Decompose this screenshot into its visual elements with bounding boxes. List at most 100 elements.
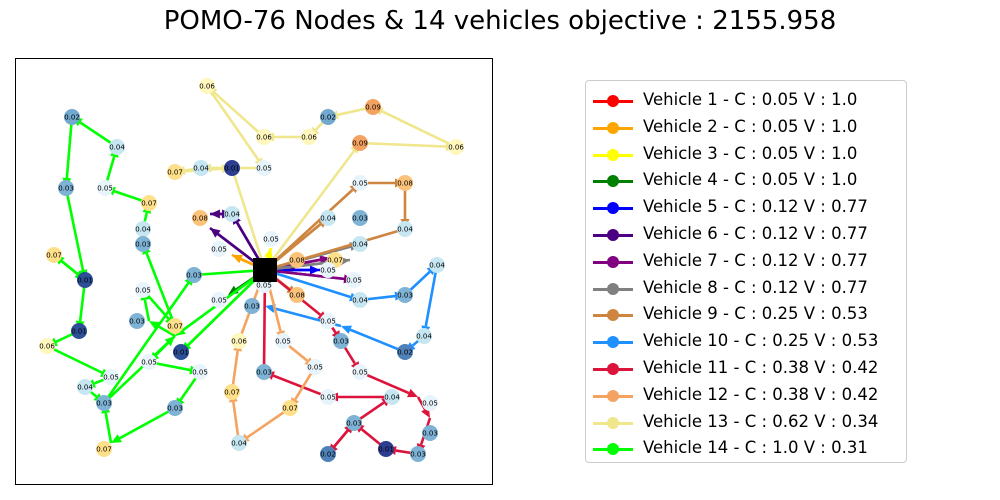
legend-label: Vehicle 6 - C : 0.12 V : 0.77 (643, 224, 868, 243)
legend-entry: Vehicle 2 - C : 0.05 V : 1.0 (586, 114, 906, 140)
node-marker (231, 435, 247, 451)
node-demand-label: 0.05 (346, 277, 362, 285)
legend-label: Vehicle 8 - C : 0.12 V : 0.77 (643, 277, 868, 297)
node-demand-label: 0.01 (378, 446, 394, 454)
node-demand-label: 0.05 (103, 374, 119, 382)
node-demand-label: 0.05 (97, 185, 113, 193)
customer-node: 0.05 (352, 364, 368, 380)
node-demand-label: 0.06 (256, 134, 272, 142)
customer-node: 0.03 (410, 446, 426, 462)
legend-entry: Vehicle 5 - C : 0.12 V : 0.77 (586, 194, 906, 220)
customer-node: 0.02 (320, 446, 336, 462)
legend-dot-swatch (607, 443, 619, 456)
node-demand-label: 0.03 (410, 451, 426, 459)
node-marker (199, 78, 215, 94)
node-demand-label: 0.05 (352, 369, 368, 377)
node-demand-label: 0.04 (193, 165, 209, 173)
node-marker (224, 206, 240, 222)
node-marker (224, 384, 240, 400)
node-demand-label: 0.06 (39, 343, 55, 351)
node-demand-label: 0.08 (289, 257, 305, 265)
legend-label: Vehicle 2 - C : 0.05 V : 1.0 (643, 116, 858, 136)
node-demand-label: 0.03 (333, 338, 349, 346)
node-marker (346, 415, 362, 431)
customer-node: 0.06 (448, 139, 464, 155)
route-arrowhead (111, 434, 122, 443)
route-segment (103, 341, 169, 404)
customer-node: 0.02 (320, 109, 336, 125)
node-marker (333, 333, 349, 349)
customer-node: 0.05 (103, 369, 119, 385)
node-demand-label: 0.03 (256, 369, 272, 377)
route-segment (359, 370, 410, 395)
customer-node: 0.04 (77, 379, 93, 395)
customer-node: 0.01 (378, 441, 394, 457)
route-segment (262, 279, 267, 373)
node-marker (39, 338, 55, 354)
route-segment (104, 412, 113, 444)
node-demand-label: 0.08 (289, 292, 305, 300)
node-demand-label: 0.04 (231, 440, 247, 448)
node-marker (244, 298, 260, 314)
route-arrowhead (149, 321, 160, 330)
customer-node: 0.04 (397, 221, 413, 237)
customer-node: 0.04 (109, 139, 125, 155)
node-demand-label: 0.04 (352, 297, 368, 305)
customer-node: 0.04 (135, 221, 151, 237)
node-marker (64, 109, 80, 125)
customer-node: 0.09 (352, 135, 368, 151)
customer-node: 0.03 (346, 415, 362, 431)
customer-node: 0.07 (224, 384, 240, 400)
route-segment (272, 374, 329, 399)
route-segment (424, 264, 439, 327)
customer-node: 0.05 (211, 292, 227, 308)
customer-node: 0.05 (346, 272, 362, 288)
customer-node: 0.07 (141, 195, 157, 211)
legend-label: Vehicle 4 - C : 0.05 V : 1.0 (643, 170, 858, 190)
customer-node: 0.03 (135, 236, 151, 252)
legend-dot-swatch (607, 336, 619, 349)
chart-title: POMO-76 Nodes & 14 vehicles objective : … (163, 6, 837, 36)
node-marker (320, 389, 336, 405)
node-demand-label: 0.08 (397, 180, 413, 188)
node-marker (289, 287, 305, 303)
node-demand-label: 0.06 (231, 338, 247, 346)
node-marker (256, 129, 272, 145)
customer-node: 0.05 (422, 395, 438, 411)
customer-node: 0.05 (256, 160, 272, 176)
route-segment (102, 282, 190, 404)
node-demand-label: 0.07 (282, 405, 298, 413)
route-segment (349, 328, 406, 354)
customer-node: 0.03 (167, 400, 183, 416)
legend: Vehicle 1 - C : 0.05 V : 1.0 Vehicle 2 - … (585, 80, 907, 463)
node-demand-label: 0.05 (135, 287, 151, 295)
node-marker (96, 395, 112, 411)
legend-dot-swatch (607, 416, 619, 429)
node-demand-label: 0.05 (211, 297, 227, 305)
customer-node: 0.08 (289, 287, 305, 303)
customer-node: 0.04 (224, 206, 240, 222)
legend-dot-swatch (607, 282, 619, 295)
node-marker (422, 425, 438, 441)
customer-node: 0.07 (282, 400, 298, 416)
node-demand-label: 0.05 (256, 282, 272, 290)
node-demand-label: 0.03 (346, 420, 362, 428)
node-demand-label: 0.04 (135, 226, 151, 234)
node-demand-label: 0.07 (46, 252, 62, 260)
legend-entry: Vehicle 13 - C : 0.62 V : 0.34 (586, 409, 906, 435)
node-demand-label: 0.06 (448, 144, 464, 152)
node-marker (71, 323, 87, 339)
node-marker (167, 164, 183, 180)
node-marker (397, 287, 413, 303)
node-marker (97, 180, 113, 196)
node-demand-label: 0.05 (263, 236, 279, 244)
route-segment (157, 324, 176, 338)
node-demand-label: 0.03 (167, 405, 183, 413)
legend-entry: Vehicle 14 - C : 1.0 V : 0.31 (586, 435, 906, 461)
customer-node: 0.06 (256, 129, 272, 145)
node-demand-label: 0.03 (186, 272, 202, 280)
node-demand-label: 0.05 (320, 318, 336, 326)
customer-node: 0.05 (192, 364, 208, 380)
route-segment (205, 85, 260, 161)
